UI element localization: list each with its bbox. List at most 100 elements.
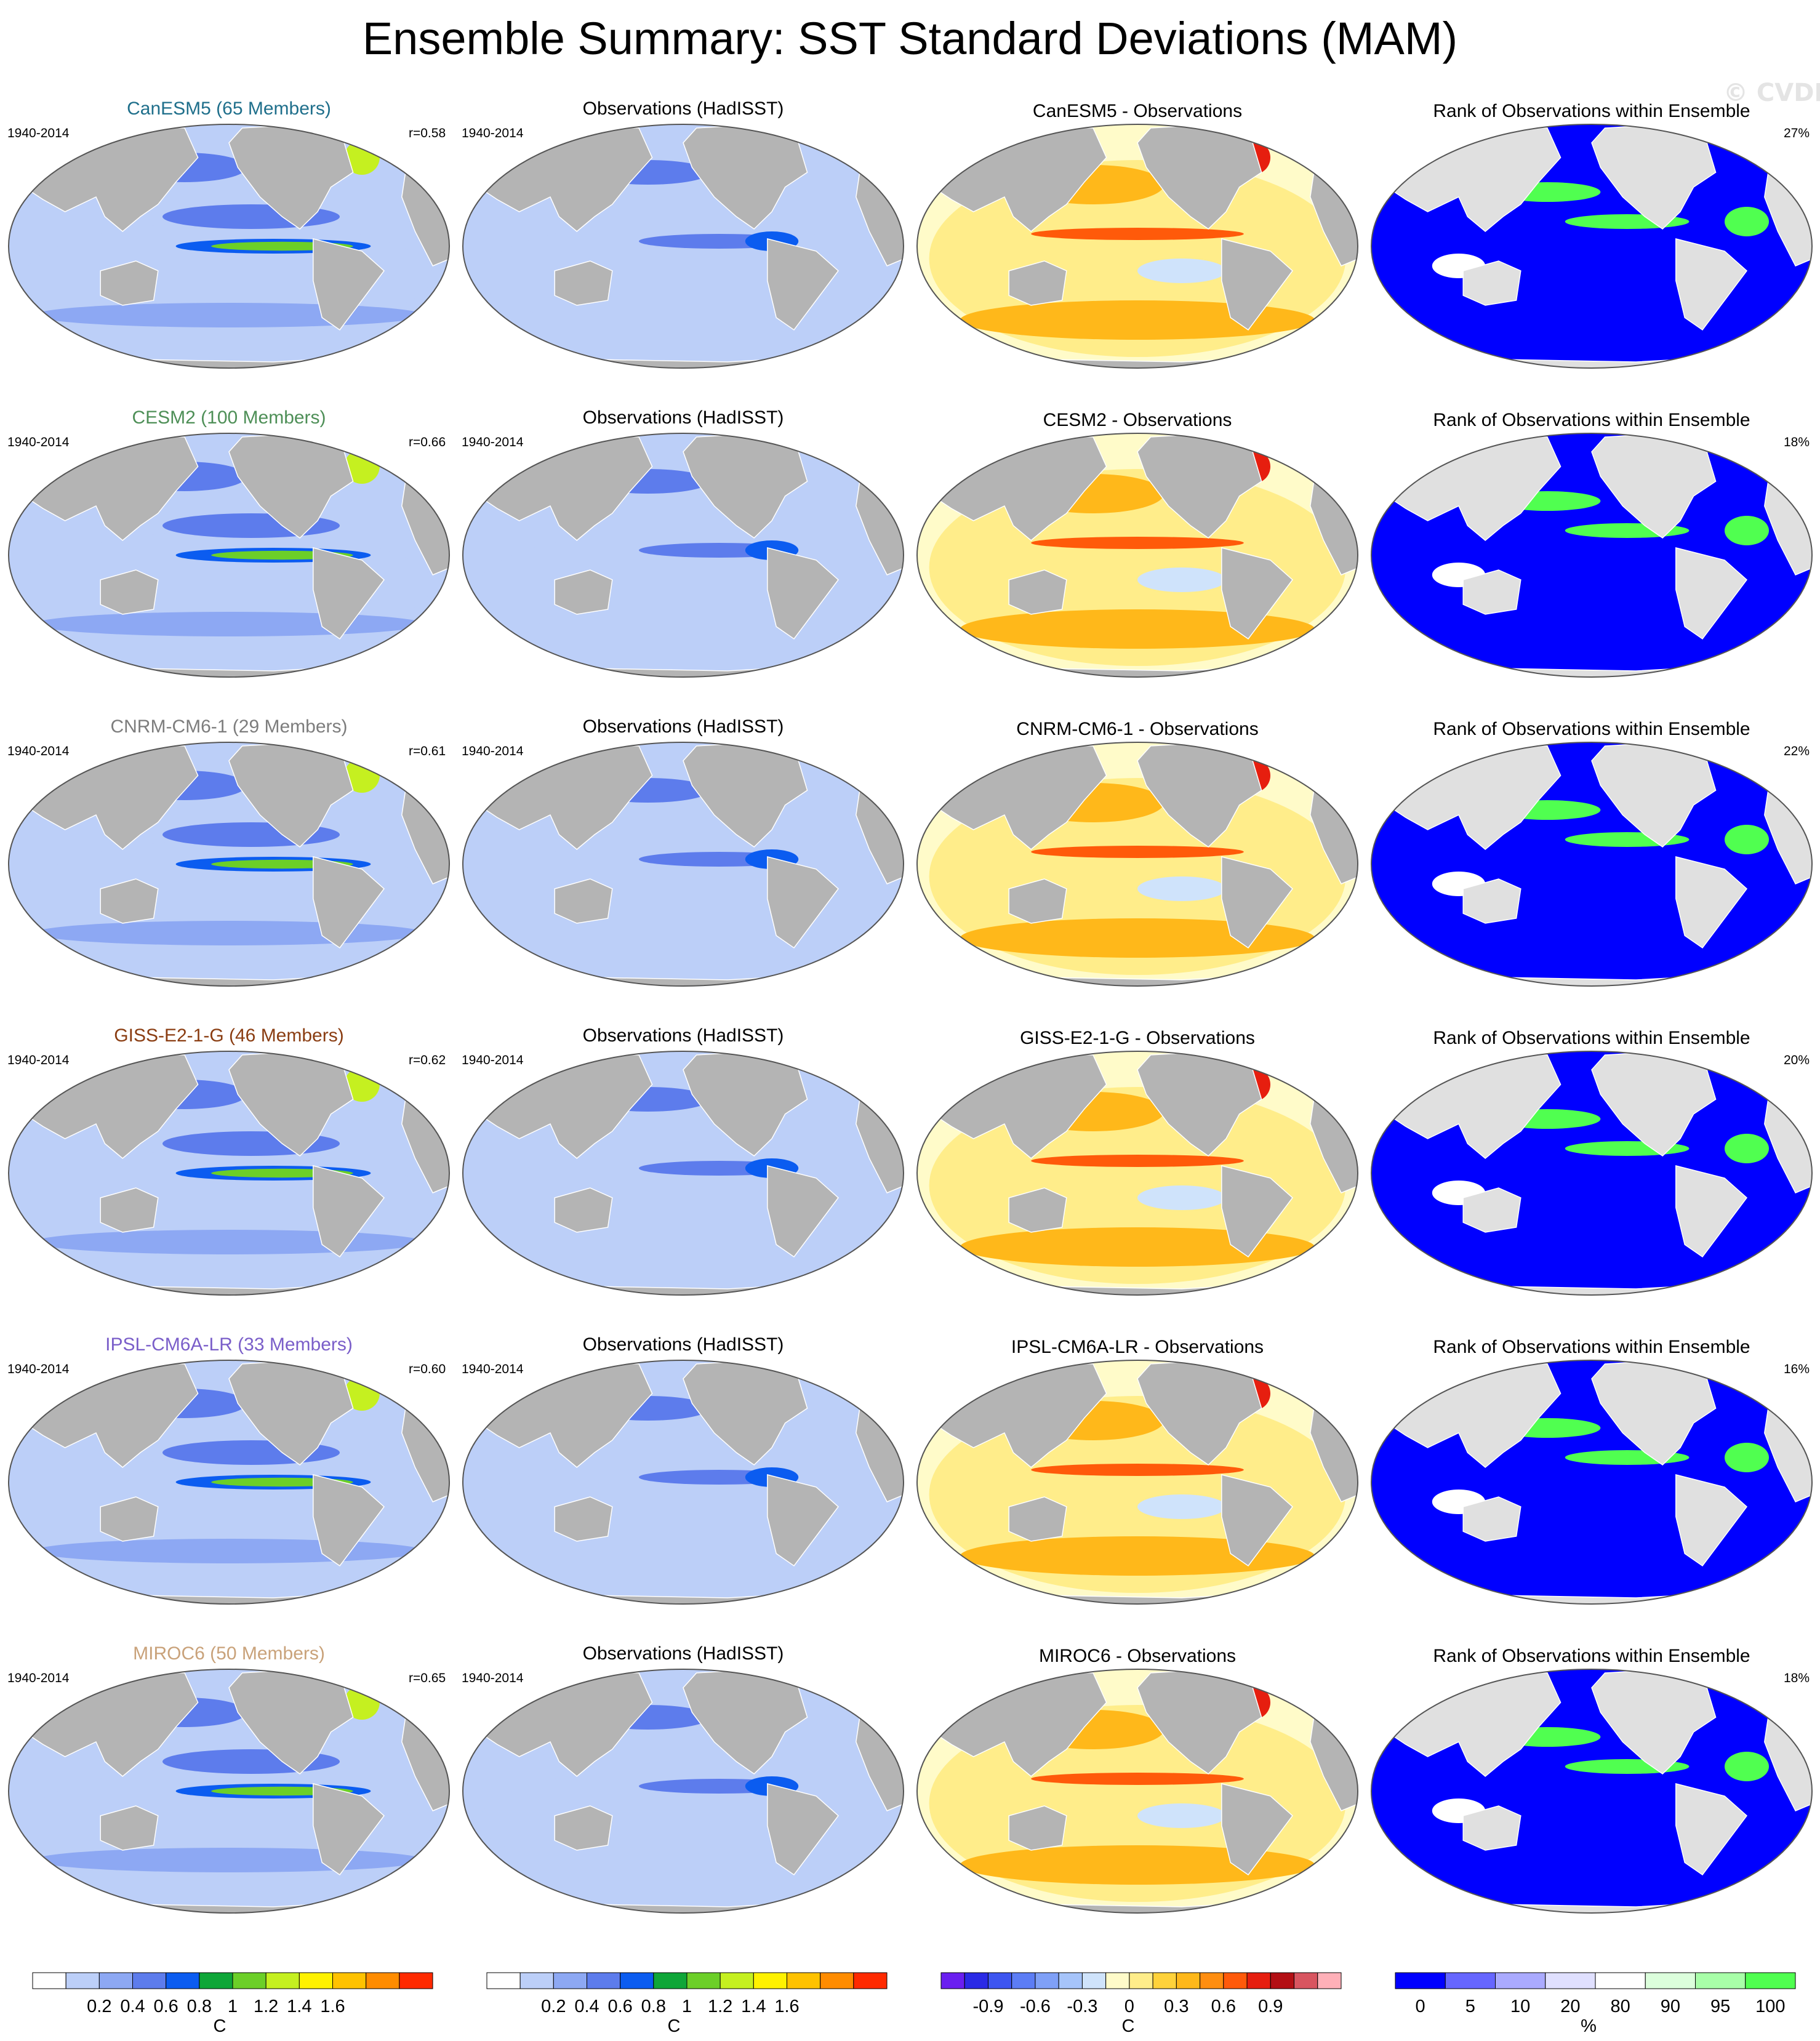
colorbar-tick-label: 5 (1465, 1997, 1475, 2016)
rank-percent-label: 27% (1784, 126, 1810, 140)
landmass-samerica (1221, 1474, 1294, 1567)
colorbar-swatch (964, 1972, 988, 1989)
field-contour (1137, 1494, 1226, 1519)
model-title: CESM2 (100 Members) (132, 407, 326, 428)
field-contour (34, 303, 424, 327)
period-label: 1940-2014 (462, 1362, 524, 1376)
period-label: 1940-2014 (7, 1671, 70, 1685)
period-label: 1940-2014 (7, 435, 70, 449)
landmass-greenland (1715, 433, 1770, 457)
colorbar-swatch (332, 1972, 367, 1989)
landmass-samerica (767, 547, 840, 640)
landmass-australia (100, 1496, 159, 1542)
field-contour (34, 1848, 424, 1872)
landmass-greenland (1261, 1360, 1316, 1384)
colorbar-tick-label: -0.3 (1067, 1997, 1098, 2016)
colorbar-swatch (166, 1972, 200, 1989)
landmass-australia (1462, 878, 1521, 924)
difference-title: MIROC6 - Observations (1038, 1646, 1237, 1666)
field-contour (960, 1536, 1315, 1576)
colorbar-swatch (1223, 1972, 1248, 1989)
field-contour (1137, 259, 1226, 283)
landmass-samerica (1221, 1783, 1294, 1876)
landmass-samerica (1675, 1165, 1748, 1258)
colorbar-swatch (199, 1972, 233, 1989)
landmass-samerica (313, 1474, 385, 1567)
landmass-australia (100, 878, 159, 924)
landmass-australia (554, 878, 613, 924)
field-contour (34, 1230, 424, 1254)
colorbar-tick-label: 90 (1660, 1997, 1681, 2016)
colorbar-swatch (1595, 1972, 1646, 1989)
field-contour (1137, 567, 1226, 592)
period-label: 1940-2014 (7, 1362, 70, 1376)
landmass-greenland (1261, 742, 1316, 766)
landmass-samerica (767, 1474, 840, 1567)
landmass-samerica (1675, 547, 1748, 640)
colorbar-swatch (366, 1972, 400, 1989)
observed-sd-map (462, 742, 904, 987)
difference-map (916, 433, 1358, 678)
colorbar-tick-label: 0.9 (1258, 1997, 1283, 2016)
landmass-samerica (313, 547, 385, 640)
colorbar-tick-label: 0.6 (607, 1997, 633, 2016)
difference-map (916, 1360, 1358, 1605)
correlation-label: r=0.58 (409, 126, 446, 140)
period-label: 1940-2014 (462, 1053, 524, 1067)
observations-title: Observations (HadISST) (582, 1334, 784, 1355)
difference-map (916, 124, 1358, 369)
correlation-label: r=0.65 (409, 1671, 446, 1685)
period-label: 1940-2014 (7, 126, 70, 140)
colorbar-tick-label: 10 (1510, 1997, 1531, 2016)
landmass-samerica (1675, 1474, 1748, 1567)
colorbar-rank (1395, 1972, 1796, 1989)
correlation-label: r=0.61 (409, 744, 446, 758)
colorbar-swatch (987, 1972, 1012, 1989)
field-contour (1031, 1155, 1244, 1167)
period-label: 1940-2014 (462, 126, 524, 140)
field-contour (1031, 846, 1244, 858)
colorbar-tick-label: 100 (1755, 1997, 1786, 2016)
field-contour (34, 1539, 424, 1563)
correlation-label: r=0.66 (409, 435, 446, 449)
colorbar-tick-label: 0.4 (574, 1997, 599, 2016)
colorbar-swatch (1176, 1972, 1201, 1989)
rank-percent-label: 22% (1784, 744, 1810, 758)
landmass-samerica (1221, 1165, 1294, 1258)
landmass-greenland (352, 124, 407, 148)
colorbar-tick-label: 1.6 (320, 1997, 345, 2016)
colorbar-swatch (1445, 1972, 1496, 1989)
colorbar-swatch (132, 1972, 167, 1989)
colorbar-tick-label: 0.2 (87, 1997, 112, 2016)
landmass-australia (100, 569, 159, 615)
observations-title: Observations (HadISST) (582, 98, 784, 119)
observed-sd-map (462, 124, 904, 369)
difference-title: CanESM5 - Observations (1032, 101, 1243, 121)
model-title: CanESM5 (65 Members) (127, 98, 331, 119)
difference-map (916, 1051, 1358, 1296)
landmass-samerica (313, 1165, 385, 1258)
landmass-samerica (313, 238, 385, 331)
landmass-greenland (1715, 124, 1770, 148)
landmass-australia (554, 1496, 613, 1542)
colorbar-tick-label: 0.2 (541, 1997, 566, 2016)
observed-sd-map (462, 433, 904, 678)
rank-map (1371, 1360, 1813, 1605)
landmass-greenland (1261, 433, 1316, 457)
colorbar-tick-label: 1.2 (253, 1997, 279, 2016)
colorbar-tick-label: 80 (1610, 1997, 1630, 2016)
correlation-label: r=0.62 (409, 1053, 446, 1067)
colorbar-swatch (1745, 1972, 1796, 1989)
landmass-australia (554, 569, 613, 615)
observed-sd-map (462, 1669, 904, 1914)
landmass-samerica (767, 1165, 840, 1258)
colorbar-tick-label: 0.3 (1164, 1997, 1189, 2016)
colorbar-swatch (1645, 1972, 1696, 1989)
colorbar-tick-label: 0.6 (153, 1997, 178, 2016)
model-title: CNRM-CM6-1 (29 Members) (110, 716, 348, 737)
model-sd-map (8, 1051, 450, 1296)
colorbar-swatch (1200, 1972, 1224, 1989)
colorbar-tick-label: 0.8 (186, 1997, 212, 2016)
model-title: MIROC6 (50 Members) (133, 1643, 325, 1664)
landmass-samerica (1675, 1783, 1748, 1876)
